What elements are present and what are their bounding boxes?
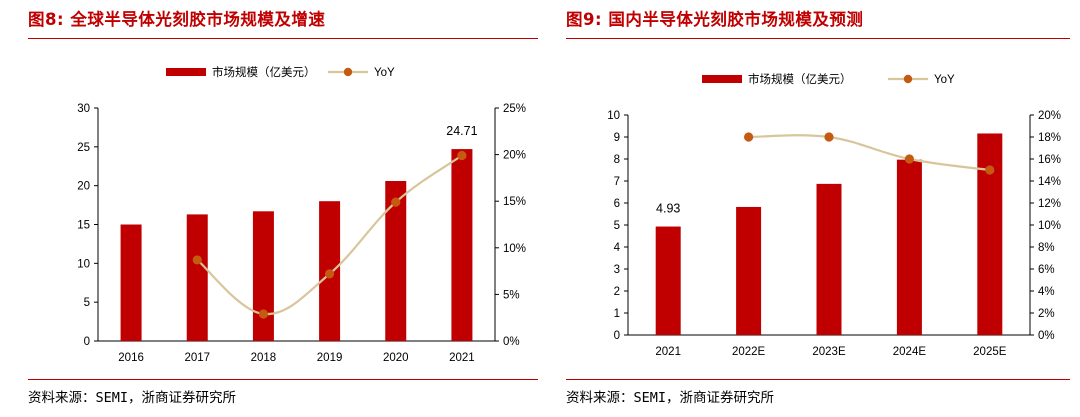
yoy-point (457, 150, 467, 161)
y2-tick-label: 20% (1038, 110, 1061, 122)
y-tick-label: 25 (77, 142, 90, 154)
y-tick-label: 30 (77, 103, 90, 115)
y2-tick-label: 18% (1038, 132, 1061, 144)
yoy-point (985, 165, 995, 175)
yoy-point (744, 132, 754, 142)
y-tick-label: 8 (614, 154, 620, 166)
bar (655, 226, 681, 335)
y-tick-label: 15 (77, 220, 90, 232)
y2-tick-label: 8% (1038, 242, 1055, 254)
figure-panel-2: 图9: 国内半导体光刻胶市场规模及预测 0 1 2 3 4 5 6 7 8 9 10 0% 2% 4% 6%… (566, 0, 1070, 417)
source-note: 资料来源：SEMI，浙商证券研究所 (566, 390, 775, 406)
bar (816, 183, 842, 335)
legend-bar-label: 市场规模（亿美元） (748, 72, 852, 86)
y2-tick-label: 0% (1038, 330, 1055, 342)
y-tick-label: 7 (614, 176, 620, 188)
y-tick-label: 20 (77, 181, 90, 193)
x-tick-label: 2025E (973, 346, 1007, 358)
chart-global-photoresist: 0 5 10 15 20 25 30 0% 5% 10% 15% 20% 25% 2016 2017 2018… (77, 65, 526, 364)
y-tick-label: 1 (614, 308, 620, 320)
y2-tick-label: 20% (503, 150, 526, 162)
y2-tick-label: 15% (503, 196, 526, 208)
yoy-point (391, 197, 401, 207)
y2-tick-label: 2% (1038, 308, 1055, 320)
y2-tick-label: 10% (503, 243, 526, 255)
x-tick-label: 2021 (655, 346, 681, 358)
y-tick-label: 9 (614, 132, 620, 144)
legend-line-label: YoY (934, 74, 955, 86)
figure-panel-1: 图8: 全球半导体光刻胶市场规模及增速 0 5 10 15 20 25 30 0% 5% 10% 1… (28, 0, 538, 417)
bar (120, 224, 142, 341)
legend-bar-swatch (702, 75, 742, 83)
legend-line-label: YoY (374, 67, 395, 79)
bar (977, 133, 1003, 335)
yoy-point (824, 132, 834, 142)
x-tick-label: 2017 (184, 352, 210, 364)
x-tick-label: 2021 (449, 352, 475, 364)
x-tick-label: 2016 (118, 352, 144, 364)
title-rule (566, 38, 1070, 39)
y-tick-label: 10 (77, 258, 90, 270)
yoy-line (748, 134, 990, 172)
yoy-point (904, 154, 914, 164)
bar (252, 211, 274, 341)
y-tick-label: 5 (614, 220, 620, 232)
source-rule (28, 379, 538, 380)
source-note: 资料来源：SEMI，浙商证券研究所 (28, 390, 237, 406)
x-tick-label: 2018 (251, 352, 277, 364)
y-tick-label: 4 (614, 242, 621, 254)
y2-tick-label: 0% (503, 336, 520, 348)
y-tick-label: 10 (607, 110, 620, 122)
yoy-point (324, 269, 335, 279)
x-tick-label: 2024E (893, 346, 927, 358)
bar (896, 159, 922, 335)
y2-tick-label: 14% (1038, 176, 1061, 188)
y2-tick-label: 25% (503, 103, 526, 115)
y2-tick-label: 12% (1038, 198, 1061, 210)
y-tick-label: 5 (84, 297, 90, 309)
figure-title: 图8: 全球半导体光刻胶市场规模及增速 (28, 10, 326, 29)
title-rule (28, 38, 538, 39)
source-rule (566, 379, 1070, 380)
chart-domestic-photoresist: 0 1 2 3 4 5 6 7 8 9 10 0% 2% 4% 6% 8% 10% 12% 14% 16% 18% 20%… (607, 72, 1061, 358)
legend-line-marker (343, 67, 353, 77)
x-tick-label: 2023E (812, 346, 846, 358)
y-tick-label: 0 (84, 336, 90, 348)
bar (186, 214, 208, 341)
legend-bar-swatch (166, 68, 206, 76)
yoy-point (192, 255, 202, 265)
y2-tick-label: 5% (503, 289, 520, 301)
x-tick-label: 2022E (732, 346, 766, 358)
figure-title: 图9: 国内半导体光刻胶市场规模及预测 (566, 10, 864, 29)
y-tick-label: 6 (614, 198, 620, 210)
x-tick-label: 2020 (383, 352, 409, 364)
y2-tick-label: 10% (1038, 220, 1061, 232)
y2-tick-label: 6% (1038, 264, 1055, 276)
legend-line-marker (903, 74, 913, 84)
legend-bar-label: 市场规模（亿美元） (212, 65, 316, 79)
y2-tick-label: 4% (1038, 286, 1055, 298)
y-tick-label: 2 (614, 286, 620, 298)
y2-tick-label: 16% (1038, 154, 1061, 166)
bar (736, 206, 762, 335)
y-tick-label: 0 (614, 330, 620, 342)
bar (385, 181, 407, 341)
yoy-point (258, 309, 269, 319)
x-tick-label: 2019 (317, 352, 343, 364)
data-label: 24.71 (446, 124, 477, 138)
y-tick-label: 3 (614, 264, 620, 276)
bar (451, 149, 473, 341)
data-label: 4.93 (656, 202, 680, 216)
